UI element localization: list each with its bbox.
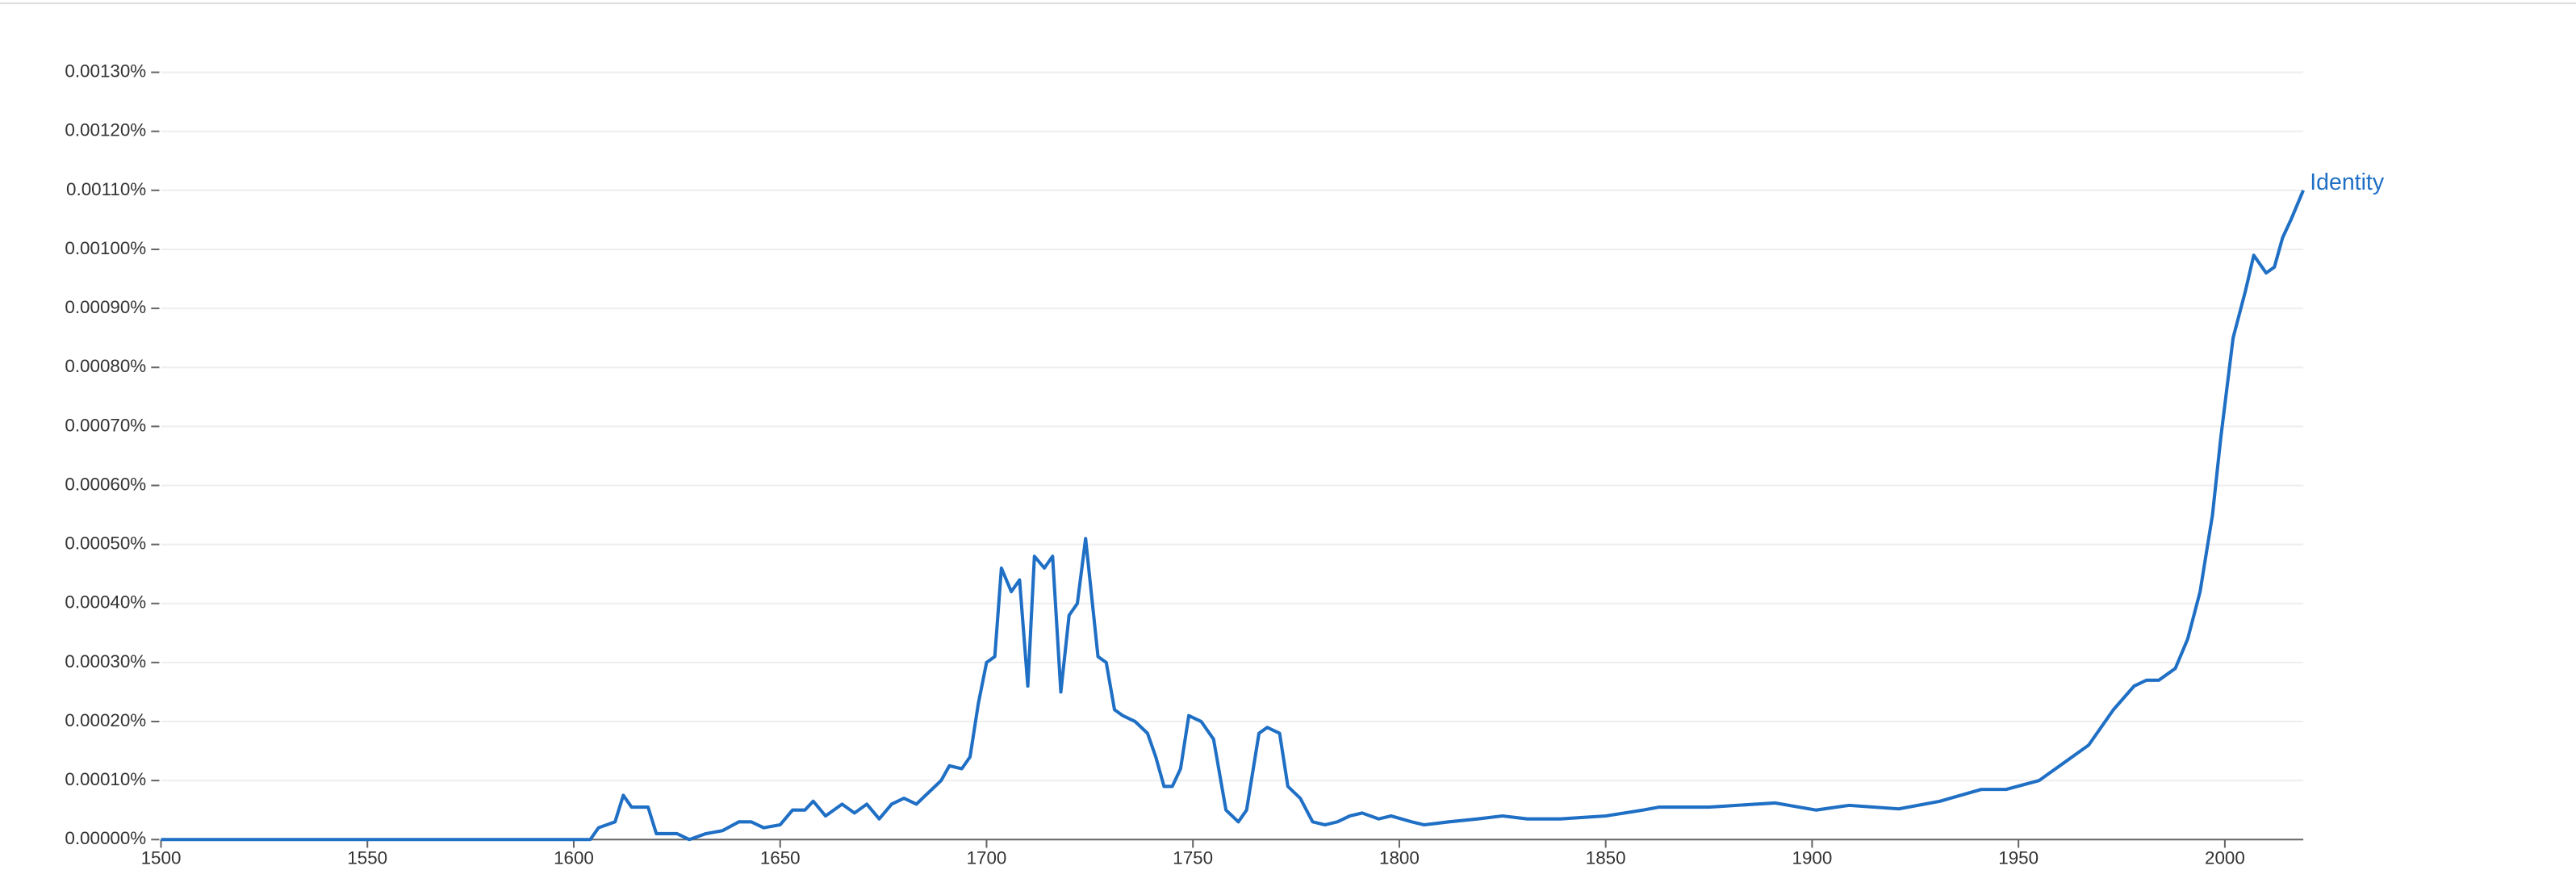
y-tick-label: 0.00070% bbox=[65, 415, 146, 435]
x-tick-label: 1800 bbox=[1379, 848, 1420, 868]
x-tick-label: 1850 bbox=[1586, 848, 1626, 868]
y-tick-label: 0.00030% bbox=[65, 651, 146, 671]
y-tick-label: 0.00100% bbox=[65, 238, 146, 258]
y-tick-label: 0.00120% bbox=[65, 120, 146, 140]
y-tick-label: 0.00050% bbox=[65, 533, 146, 554]
x-tick-label: 1700 bbox=[967, 848, 1007, 868]
y-tick-label: 0.00040% bbox=[65, 592, 146, 613]
y-tick-label: 0.00130% bbox=[65, 61, 146, 82]
line bbox=[161, 190, 2305, 842]
y-tick-label: 0.00090% bbox=[65, 297, 146, 317]
x-tick-label: 1750 bbox=[1173, 848, 1213, 868]
x-tick-label: 1650 bbox=[760, 848, 801, 868]
y-tick-label: 0.00010% bbox=[65, 769, 146, 789]
x-tick-label: 1950 bbox=[1998, 848, 2039, 868]
y-tick-label: 0.00080% bbox=[65, 356, 146, 376]
x-tick-label: 1500 bbox=[141, 848, 182, 868]
series-label: Identity bbox=[2310, 169, 2385, 195]
x-tick-label: 1900 bbox=[1792, 848, 1833, 868]
y-tick-label: 0.00020% bbox=[65, 710, 146, 730]
x-tick-label: 1600 bbox=[554, 848, 594, 868]
y-tick-label: 0.00060% bbox=[65, 474, 146, 494]
y-tick-label: 0.00110% bbox=[66, 179, 146, 199]
y-tick-label: 0.00000% bbox=[65, 828, 146, 848]
x-tick-label: 2000 bbox=[2205, 848, 2245, 868]
x-tick-label: 1550 bbox=[347, 848, 387, 868]
